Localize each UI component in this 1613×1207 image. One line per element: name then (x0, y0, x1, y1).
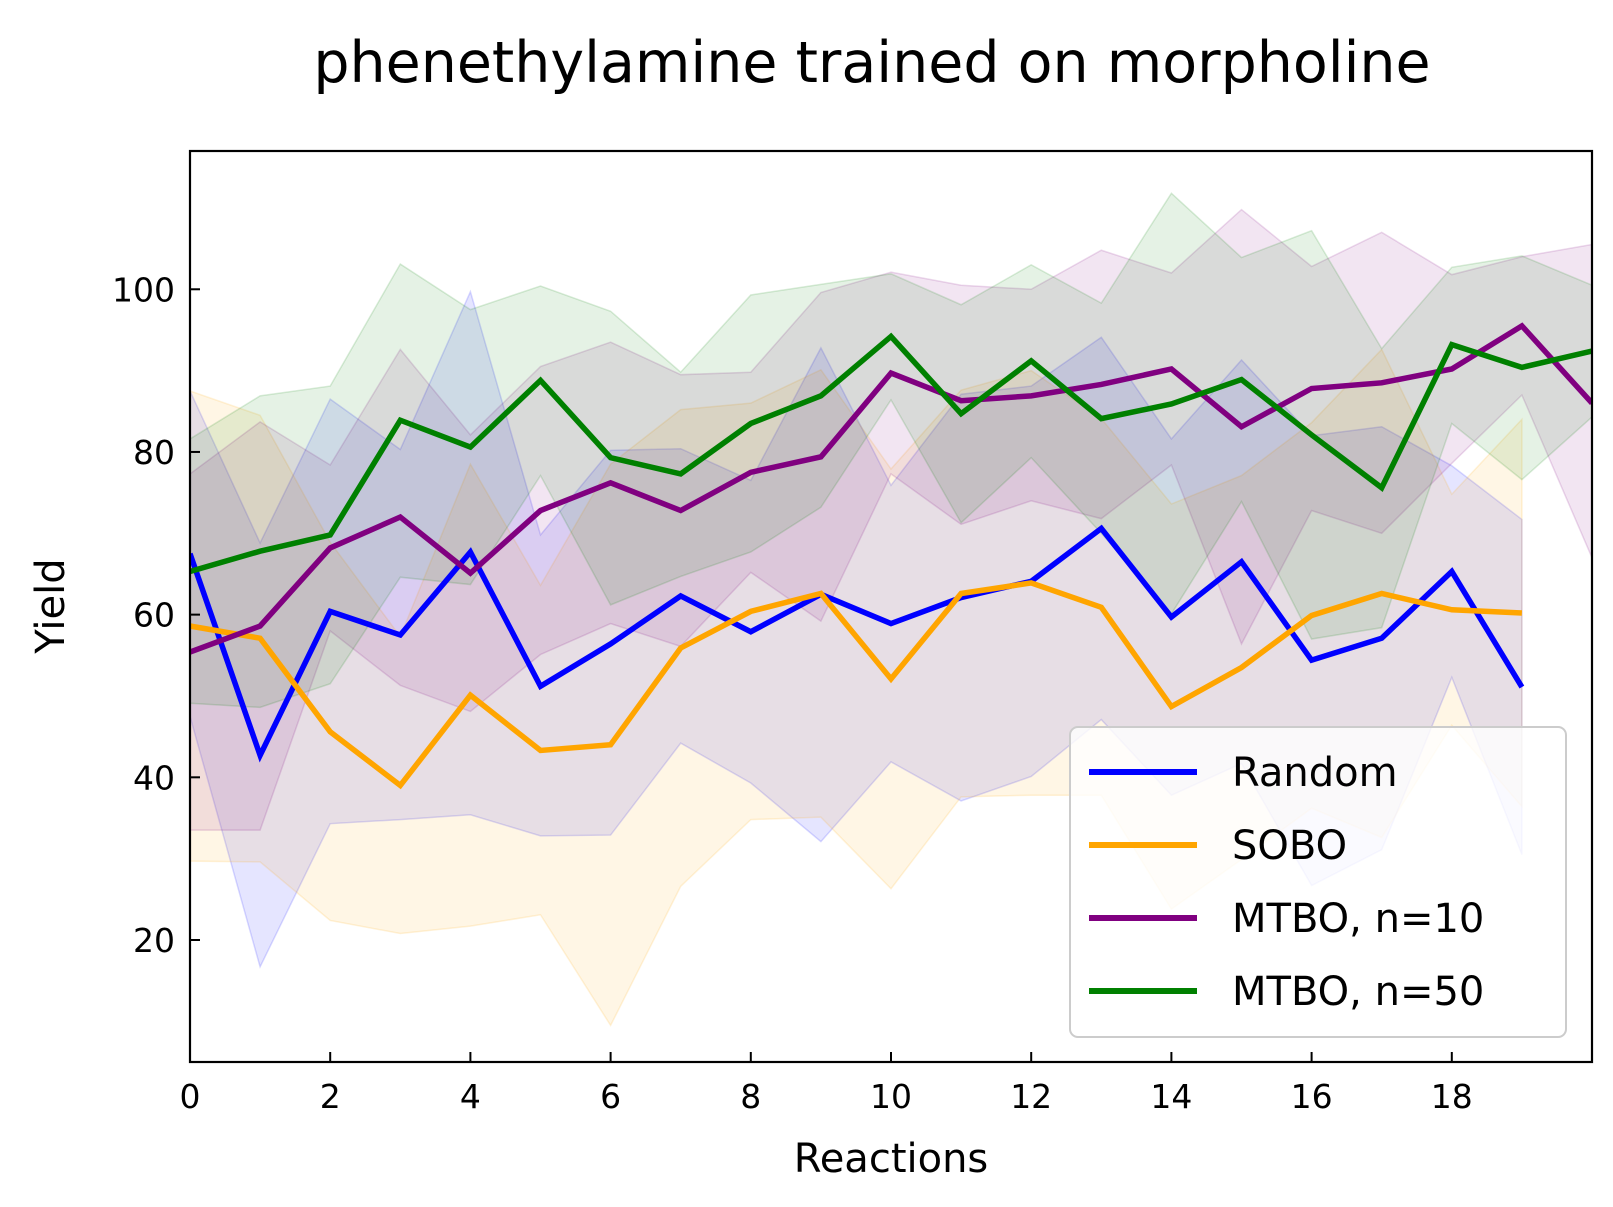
x-tick-label: 10 (870, 1077, 912, 1116)
legend-label-mtbo-n-50: MTBO, n=50 (1232, 969, 1484, 1015)
series-line-mtbo-n-50 (190, 332, 1592, 575)
series-lines (190, 322, 1592, 790)
x-tick-label: 2 (320, 1077, 341, 1116)
band-mtbo-n-50 (190, 192, 1592, 709)
y-axis: 20 40 60 80 100 (112, 270, 200, 960)
chart-title: phenethylamine trained on morpholine (313, 30, 1430, 96)
series-line-random (190, 524, 1525, 763)
y-tick-label: 80 (133, 433, 175, 472)
x-tick-label: 14 (1150, 1077, 1192, 1116)
legend: Random SOBO MTBO, n=10 MTBO, n=50 (1069, 726, 1567, 1038)
legend-label-random: Random (1232, 750, 1398, 796)
legend-label-sobo: SOBO (1232, 823, 1347, 869)
x-tick-label: 0 (180, 1077, 201, 1116)
x-tick-label: 16 (1291, 1077, 1333, 1116)
x-tick-label: 8 (740, 1077, 761, 1116)
x-tick-label: 4 (460, 1077, 481, 1116)
legend-label-mtbo-n-10: MTBO, n=10 (1232, 896, 1484, 942)
x-axis-label: Reactions (794, 1136, 989, 1182)
legend-box (1069, 726, 1567, 1038)
series-line-mtbo-n-10 (190, 322, 1592, 655)
x-tick-label: 12 (1010, 1077, 1052, 1116)
x-tick-label: 18 (1431, 1077, 1473, 1116)
series-line-sobo (190, 580, 1523, 790)
y-axis-label: Yield (28, 558, 74, 654)
x-tick-label: 6 (600, 1077, 621, 1116)
x-axis: 0 2 4 6 8 10 12 14 16 18 (180, 1052, 1473, 1116)
band-mtbo-n-10 (190, 208, 1592, 831)
y-tick-label: 60 (133, 596, 175, 635)
y-tick-label: 20 (133, 921, 175, 960)
y-tick-label: 100 (112, 270, 175, 309)
y-tick-label: 40 (133, 758, 175, 797)
